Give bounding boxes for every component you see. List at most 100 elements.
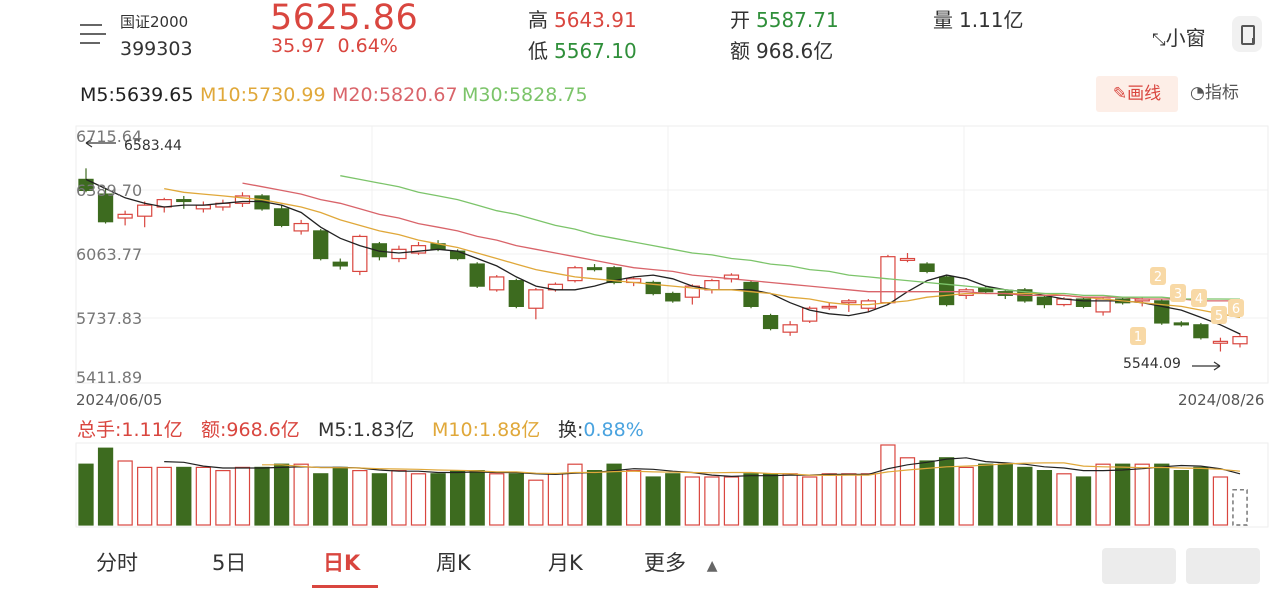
min-marker-label: 5544.09 <box>1123 356 1181 372</box>
phone-icon[interactable] <box>1232 16 1262 52</box>
candle <box>782 321 798 336</box>
candle <box>273 205 290 228</box>
candle <box>469 262 485 288</box>
volume-bar <box>978 463 994 526</box>
low-label: 低 <box>528 39 548 63</box>
signal-badge-label: 1 <box>1134 330 1142 345</box>
index-code: 399303 <box>120 38 193 60</box>
volume-bar <box>117 460 133 526</box>
turnover-stat: 换:0.88% <box>558 415 644 442</box>
tab-weekly-k[interactable]: 周K <box>436 551 471 575</box>
ma5-label: M5:5639.65 <box>80 84 194 106</box>
vol-m10-label: M10:1.88亿 <box>432 419 541 441</box>
volume-bar <box>254 466 270 526</box>
candle-up <box>391 248 407 260</box>
candle <box>821 302 837 311</box>
indicator-button[interactable]: ◔指标 <box>1190 78 1239 103</box>
candle <box>176 195 192 209</box>
candle <box>508 278 524 309</box>
signal-badge: 3 <box>1170 284 1186 302</box>
max-arrow-icon <box>85 138 93 148</box>
candle-up <box>1232 335 1248 345</box>
draw-line-label: 画线 <box>1127 84 1162 104</box>
candle-down <box>606 267 622 284</box>
candle-up <box>489 276 505 291</box>
draw-line-button[interactable]: ✎画线 <box>1096 76 1178 112</box>
signal-badge-label: 6 <box>1232 302 1240 317</box>
candle <box>802 306 818 323</box>
candle-down <box>273 208 290 226</box>
candle-down <box>332 261 348 267</box>
candle <box>489 275 505 292</box>
volume-bar <box>332 466 348 526</box>
volume-bar <box>371 473 388 526</box>
vol-m5-label: M5:1.83亿 <box>318 419 415 441</box>
candle-down <box>176 199 192 203</box>
signal-badge-label: 3 <box>1174 287 1182 302</box>
signal-badge-bg <box>1228 299 1244 317</box>
candle <box>1173 321 1189 327</box>
candle <box>567 265 583 283</box>
candle-up <box>841 300 857 304</box>
end-date: 2024/08/26 <box>1178 391 1265 409</box>
candle <box>97 188 114 224</box>
menu-icon[interactable] <box>80 24 108 48</box>
volume-bar <box>586 470 603 526</box>
signal-badge-bg <box>1170 284 1186 302</box>
candle-down <box>508 280 524 307</box>
signal-badge: 5 <box>1211 306 1227 324</box>
candle <box>704 278 720 294</box>
volume-bar <box>1095 463 1111 526</box>
signal-badge: 4 <box>1191 289 1207 307</box>
change-value: 35.97 <box>271 35 326 57</box>
signal-badge-bg <box>1211 306 1227 324</box>
volume-bar <box>684 476 700 526</box>
candle-up <box>1212 340 1229 344</box>
high-value: 5643.91 <box>554 8 637 32</box>
candle <box>919 262 935 274</box>
signal-badge: 1 <box>1130 327 1146 345</box>
candle-down <box>1075 298 1092 307</box>
volume-bar <box>547 473 564 526</box>
volume-stat: 量 1.11亿 <box>933 4 1024 33</box>
candle <box>117 210 133 226</box>
volume-bar <box>449 470 466 526</box>
turnover-value: 0.88% <box>583 419 644 441</box>
open-stat: 开 5587.71 <box>730 4 839 33</box>
ma-line-m20 <box>242 182 1240 302</box>
candle <box>78 168 94 193</box>
obscured-button[interactable] <box>1186 548 1260 584</box>
y-tick: 5737.83 <box>76 309 143 328</box>
current-price: 5625.86 <box>270 0 419 38</box>
volume-bar <box>176 466 192 526</box>
candle-up <box>782 324 798 333</box>
tab-more[interactable]: 更多 ▲ <box>644 547 717 577</box>
signal-badge: 2 <box>1150 267 1166 285</box>
candle <box>958 287 974 300</box>
small-window-button[interactable]: ⤡小窗 <box>1152 22 1206 51</box>
tab-monthly-k[interactable]: 月K <box>548 551 583 575</box>
volume-bar <box>606 463 622 526</box>
candle <box>215 199 231 211</box>
low-value: 5567.10 <box>554 39 637 63</box>
tab-intraday[interactable]: 分时 <box>96 551 138 575</box>
candle <box>1212 337 1229 352</box>
volume-bar <box>195 466 211 526</box>
volume-bar <box>137 466 153 526</box>
volume-bar <box>723 476 740 526</box>
candle-up <box>117 213 133 219</box>
obscured-button[interactable] <box>1102 548 1176 584</box>
tab-daily-k[interactable]: 日K <box>323 551 361 575</box>
candle <box>586 264 603 272</box>
volume-bar <box>567 463 583 526</box>
signal-badge-bg <box>1150 267 1166 285</box>
candle-up <box>821 305 837 309</box>
volume-bar <box>313 473 329 526</box>
candle-down <box>313 230 329 260</box>
volume-bar <box>410 473 427 526</box>
volume-bar <box>1115 463 1131 526</box>
tab-5day[interactable]: 5日 <box>212 551 247 575</box>
candle-down <box>938 276 955 306</box>
ma20-label: M20:5820.67 <box>332 84 458 106</box>
